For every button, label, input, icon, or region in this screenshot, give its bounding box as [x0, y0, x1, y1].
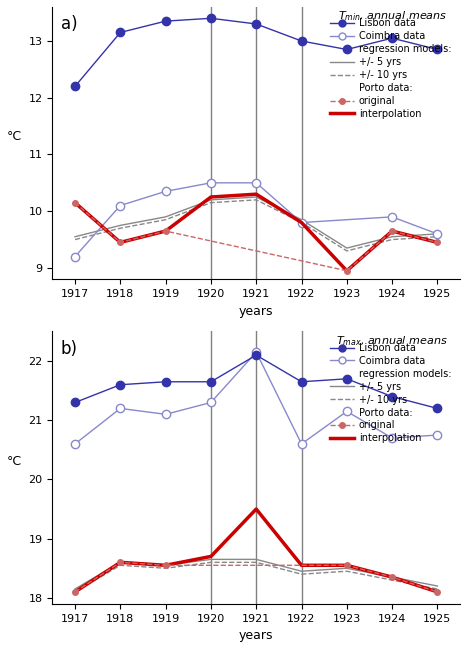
- X-axis label: years: years: [239, 629, 274, 642]
- Text: b): b): [61, 339, 78, 358]
- Legend: Lisbon data, Coimbra data, regression models:, +/- 5 yrs, +/- 10 yrs, Porto data: Lisbon data, Coimbra data, regression mo…: [326, 339, 455, 447]
- Y-axis label: °C: °C: [7, 454, 22, 468]
- Text: a): a): [61, 15, 77, 33]
- Text: $T_{min}$, annual means: $T_{min}$, annual means: [339, 10, 448, 23]
- Text: $T_{max}$, annual means: $T_{max}$, annual means: [336, 334, 448, 348]
- Legend: Lisbon data, Coimbra data, regression models:, +/- 5 yrs, +/- 10 yrs, Porto data: Lisbon data, Coimbra data, regression mo…: [326, 14, 455, 123]
- X-axis label: years: years: [239, 304, 274, 317]
- Y-axis label: °C: °C: [7, 130, 22, 143]
